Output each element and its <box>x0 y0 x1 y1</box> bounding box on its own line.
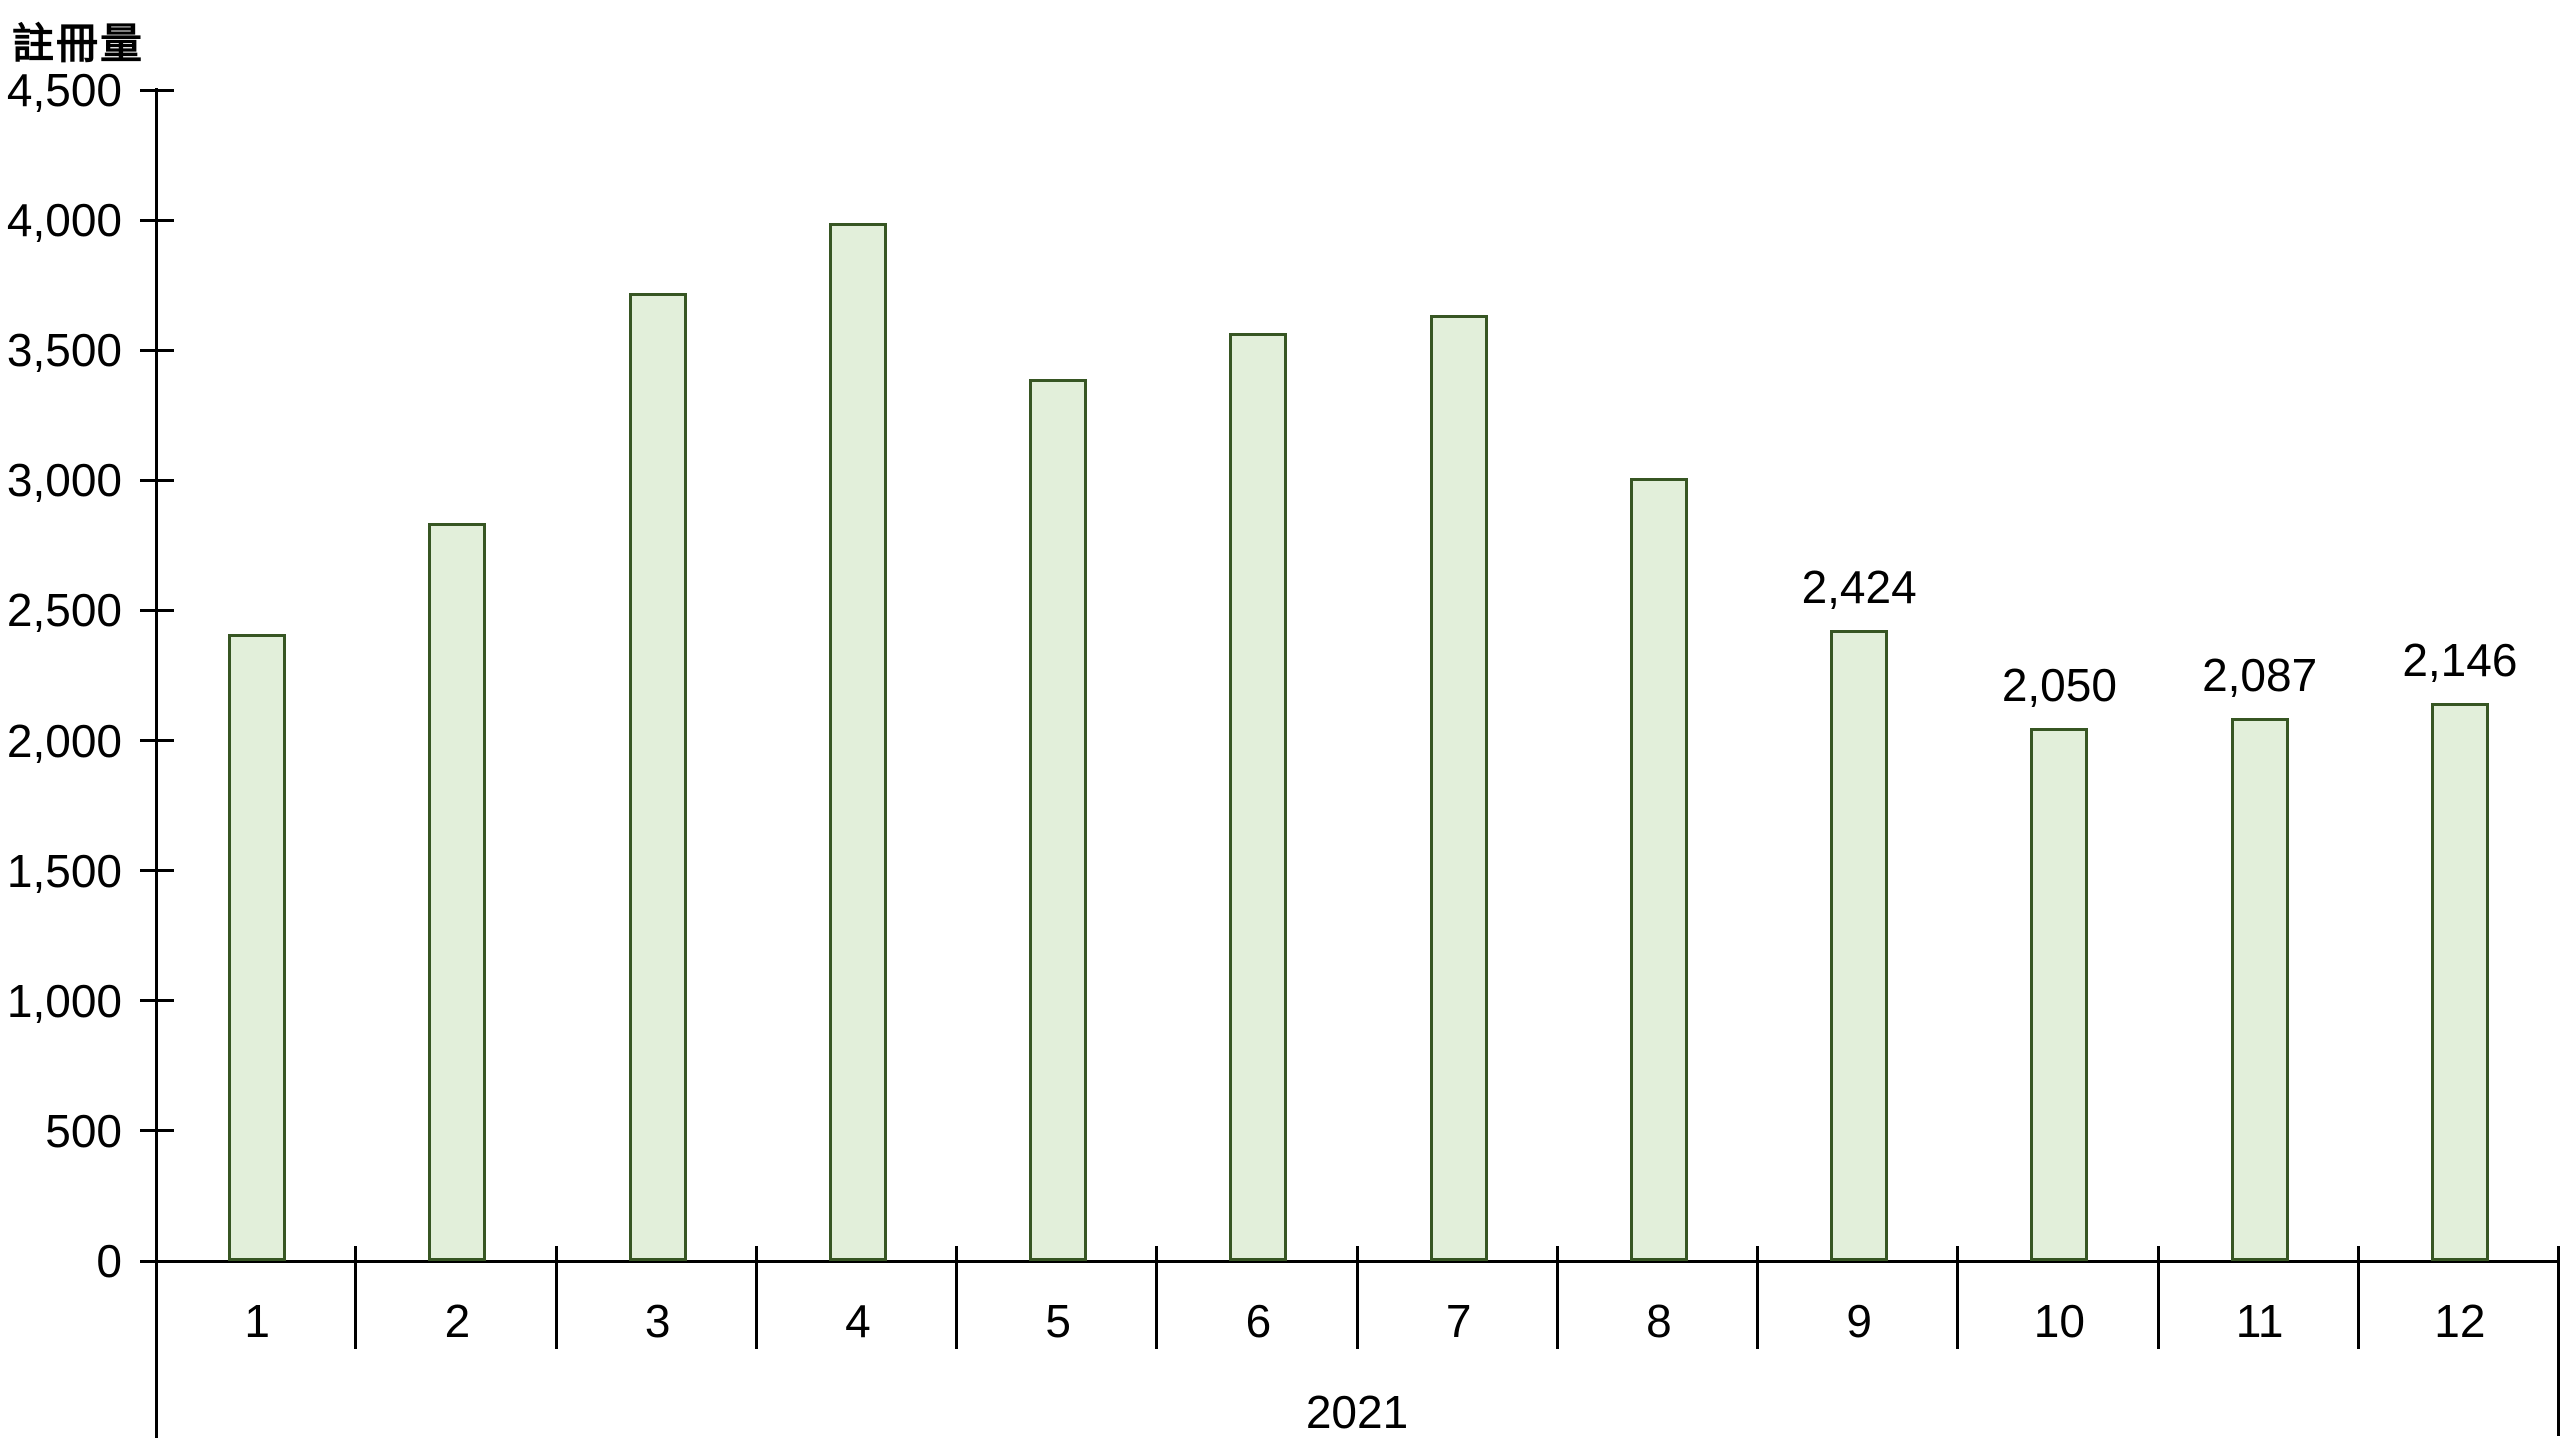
x-tick-label-month-10: 10 <box>2033 1295 2085 1347</box>
y-tick-mark <box>140 478 174 482</box>
x-tick-label-month-11: 11 <box>2235 1295 2284 1347</box>
x-category-separator <box>1355 1246 1359 1349</box>
x-tick-label-month-3: 3 <box>644 1295 671 1347</box>
bar-month-10 <box>2030 728 2089 1261</box>
x-axis-right-boundary <box>2557 1246 2560 1436</box>
bar-month-3 <box>628 293 687 1261</box>
x-axis-year-label: 2021 <box>1305 1386 1409 1438</box>
y-tick-mark <box>140 999 174 1003</box>
x-category-separator <box>1756 1246 1759 1349</box>
y-tick-label: 500 <box>45 1104 122 1157</box>
x-category-separator <box>2156 1246 2160 1349</box>
bar-month-1 <box>228 634 287 1261</box>
bar-month-5 <box>1029 379 1088 1261</box>
y-tick-label: 4,500 <box>6 64 122 116</box>
x-category-separator <box>1555 1246 1559 1349</box>
bar-month-4 <box>828 223 887 1261</box>
bar-month-8 <box>1629 478 1688 1261</box>
x-category-separator <box>754 1246 758 1349</box>
bar-value-label: 2,146 <box>2402 634 2518 686</box>
x-category-separator <box>1956 1246 1960 1349</box>
y-tick-label: 1,500 <box>6 844 122 897</box>
x-tick-label-month-1: 1 <box>244 1295 270 1347</box>
y-tick-mark <box>140 1129 174 1133</box>
y-tick-mark <box>140 88 174 92</box>
bar-month-7 <box>1429 315 1488 1261</box>
x-tick-label-month-7: 7 <box>1445 1295 1472 1347</box>
y-tick-label: 2,000 <box>6 714 122 767</box>
x-tick-label-month-9: 9 <box>1846 1295 1872 1347</box>
y-tick-label: 3,000 <box>6 454 122 507</box>
y-tick-label: 1,000 <box>6 974 122 1027</box>
x-category-separator <box>2356 1246 2360 1349</box>
y-tick-mark <box>140 218 174 222</box>
y-tick-label: 4,000 <box>6 194 122 247</box>
bar-month-2 <box>428 523 487 1261</box>
y-tick-label: 3,500 <box>6 324 122 377</box>
x-tick-label-month-6: 6 <box>1245 1295 1272 1347</box>
x-category-separator <box>554 1246 558 1349</box>
x-category-separator <box>354 1246 358 1349</box>
bar-value-label: 2,050 <box>2001 659 2117 711</box>
y-axis-line <box>155 88 158 1438</box>
y-tick-mark <box>140 1259 174 1263</box>
x-category-separator <box>1155 1246 1159 1349</box>
bar-value-label: 2,424 <box>1801 561 1917 613</box>
x-tick-label-month-4: 4 <box>845 1295 871 1347</box>
x-tick-label-month-12: 12 <box>2434 1295 2486 1347</box>
bar-month-6 <box>1229 333 1288 1261</box>
x-category-separator <box>955 1246 958 1349</box>
bar-month-11 <box>2230 718 2289 1261</box>
y-tick-mark <box>140 348 174 352</box>
y-axis-title: 註冊量 <box>12 20 145 67</box>
x-tick-label-month-8: 8 <box>1646 1295 1672 1347</box>
x-tick-label-month-2: 2 <box>444 1295 471 1347</box>
y-tick-mark <box>140 608 174 612</box>
bar-month-9 <box>1830 630 1889 1261</box>
y-tick-mark <box>140 869 174 873</box>
x-tick-label-month-5: 5 <box>1045 1295 1071 1347</box>
y-tick-label: 2,500 <box>6 584 122 637</box>
bar-value-label: 2,087 <box>2202 649 2318 701</box>
y-tick-label: 0 <box>96 1235 122 1287</box>
y-tick-mark <box>140 739 174 743</box>
bar-month-12 <box>2430 703 2489 1261</box>
